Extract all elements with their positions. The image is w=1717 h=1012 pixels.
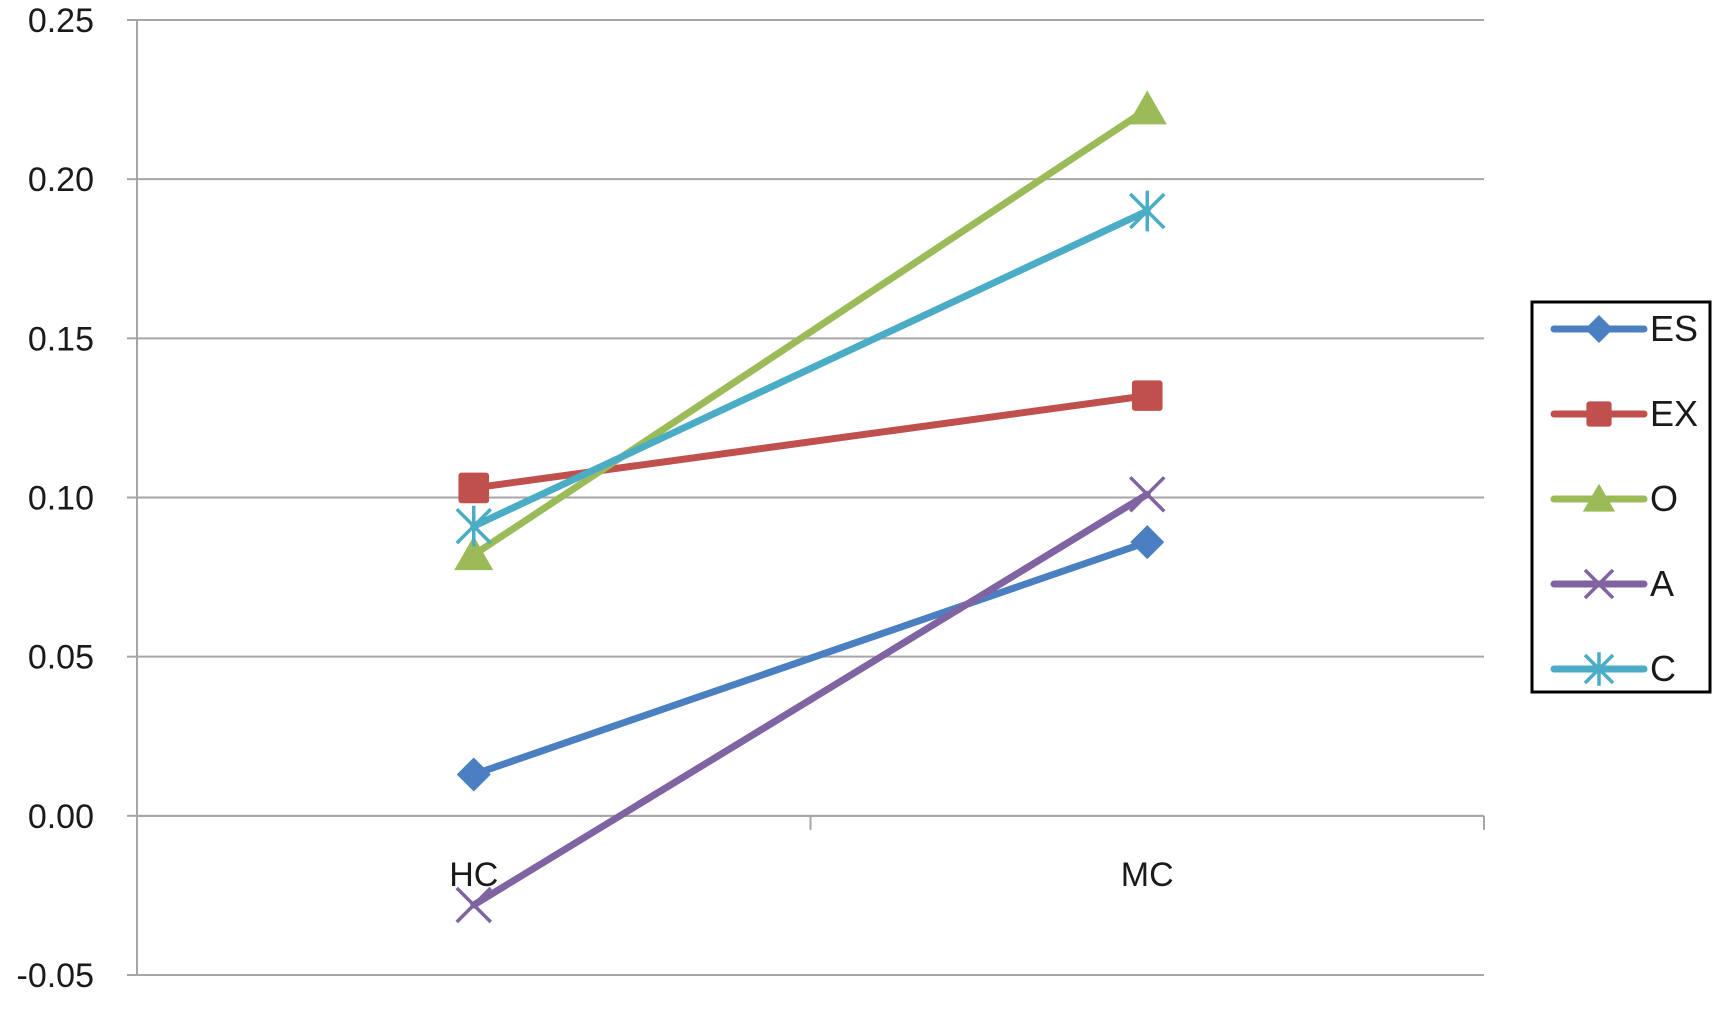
legend-item-a: A [1550,563,1674,604]
legend-item-ex: EX [1550,393,1698,434]
axes: -0.05 0.00 0.05 0.10 0.15 0.20 0.25 HC MC [17,2,1485,995]
marker-star [455,505,492,547]
series-c [455,190,1166,547]
series-a [455,476,1166,924]
series-es [456,525,1165,792]
legend-label: C [1650,648,1676,689]
series-line [470,392,1151,492]
y-tick-label: 0.15 [28,320,94,358]
marker-square [1586,401,1612,427]
y-tick-label: 0.10 [28,480,94,518]
series-line [470,538,1151,778]
legend-label: A [1650,563,1674,604]
marker-triangle [1127,90,1167,125]
legend-item-o: O [1550,478,1678,519]
gridlines [137,19,1484,976]
y-tick-label: -0.05 [17,957,95,995]
series-line [470,207,1151,530]
y-tick-label: 0.20 [28,161,94,199]
marker-x [1129,476,1166,513]
series-line [470,105,1151,559]
marker-x [455,886,492,924]
series-lines [454,90,1167,924]
legend: ES EX O A C [1530,300,1712,694]
y-tick-label: 0.00 [28,798,94,836]
series-o [454,90,1167,571]
legend-label: ES [1650,308,1698,349]
marker-square [1131,380,1163,411]
marker-diamond [1130,525,1165,560]
marker-x [1583,568,1615,600]
marker-star [1583,652,1615,686]
legend-item-c: C [1550,648,1676,689]
series-line [470,490,1151,909]
legend-label: O [1650,478,1678,519]
legend-item-es: ES [1550,308,1698,349]
marker-diamond [1585,315,1613,343]
marker-diamond [456,757,491,792]
y-tick-label: 0.25 [28,2,94,40]
legend-label: EX [1650,393,1698,434]
marker-square [458,472,490,504]
x-tick-label: HC [449,856,498,894]
y-tick-label: 0.05 [28,639,94,677]
marker-triangle [1582,483,1616,512]
x-tick-label: MC [1121,856,1174,894]
marker-star [1129,190,1166,232]
marker-triangle [454,536,494,571]
